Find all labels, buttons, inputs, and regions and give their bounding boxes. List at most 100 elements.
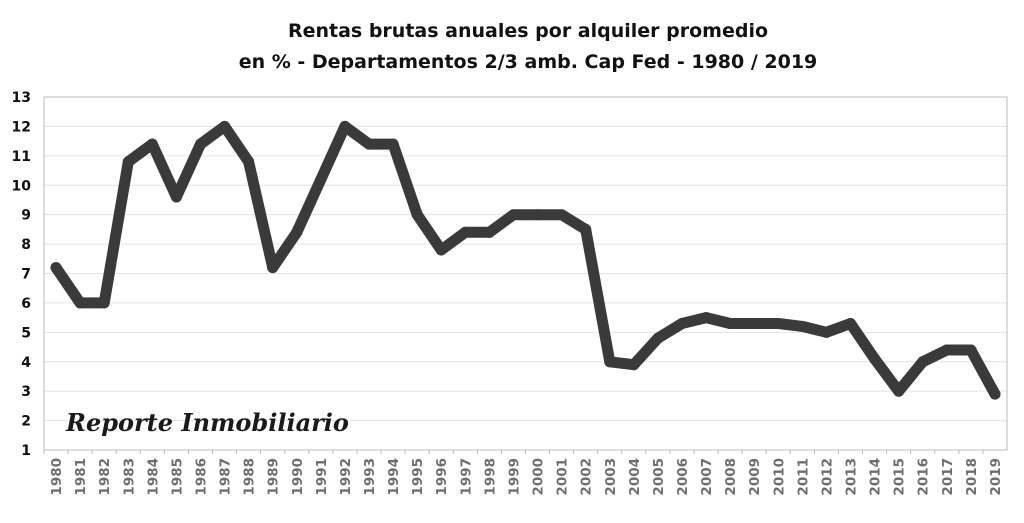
x-tick-label: 2001: [555, 458, 571, 496]
x-tick-label: 2008: [723, 458, 739, 496]
x-tick-label: 1986: [193, 458, 209, 496]
x-tick-label: 1981: [73, 458, 89, 496]
data-point: [170, 191, 182, 203]
data-point: [820, 326, 832, 338]
x-tick-label: 2016: [916, 458, 932, 496]
x-tick-label: 1987: [218, 458, 234, 496]
data-point: [483, 226, 495, 238]
x-tick-label: 2019: [988, 458, 1004, 496]
data-point: [869, 353, 881, 365]
data-point: [363, 138, 375, 150]
x-tick-label: 1982: [97, 458, 113, 496]
data-point: [459, 226, 471, 238]
x-tick-label: 2012: [819, 458, 835, 496]
data-point: [339, 120, 351, 132]
data-point: [195, 138, 206, 150]
x-axis-tick-labels: 1980 1981 1982 1983 1984 1985 1986 1987 1988 1989…: [43, 450, 1004, 496]
data-point: [50, 262, 62, 274]
data-point: [532, 209, 543, 221]
x-tick-label: 1983: [121, 458, 137, 496]
data-point: [845, 318, 856, 329]
data-point: [74, 297, 86, 309]
y-tick-label: 4: [21, 355, 31, 371]
x-tick-label: 1984: [145, 458, 161, 496]
data-point: [628, 359, 640, 371]
x-tick-label: 1998: [482, 458, 498, 496]
x-tick-label: 2011: [795, 458, 811, 496]
x-tick-label: 2002: [579, 458, 595, 496]
x-tick-label: 1989: [266, 458, 282, 496]
data-point: [965, 344, 977, 356]
data-point: [219, 120, 231, 132]
data-point: [724, 318, 736, 329]
x-tick-label: 2006: [675, 458, 691, 496]
y-tick-label: 2: [21, 414, 31, 430]
y-tick-label: 1: [21, 443, 31, 459]
data-point: [411, 209, 423, 221]
data-point: [122, 156, 134, 168]
data-point: [700, 312, 712, 324]
x-tick-label: 2004: [627, 458, 643, 496]
data-point: [580, 223, 592, 235]
x-tick-label: 1999: [506, 458, 522, 496]
x-tick-label: 1996: [434, 458, 450, 496]
x-tick-label: 2013: [844, 458, 860, 496]
series-layer: [50, 120, 1001, 400]
data-point: [315, 173, 327, 185]
x-tick-label: 2007: [699, 458, 715, 496]
y-tick-label: 12: [12, 119, 31, 135]
y-tick-label: 6: [21, 296, 31, 312]
data-point: [796, 320, 808, 332]
data-point: [291, 226, 303, 238]
x-tick-label: 1993: [362, 458, 378, 496]
data-point: [243, 156, 255, 168]
x-tick-label: 2003: [603, 458, 619, 496]
x-tick-label: 1990: [290, 458, 306, 496]
data-point: [267, 262, 279, 274]
data-point: [748, 318, 760, 329]
x-tick-label: 2005: [651, 458, 667, 496]
y-tick-label: 11: [12, 149, 31, 165]
data-point: [435, 244, 447, 256]
data-point: [989, 388, 1001, 400]
x-tick-label: 1991: [314, 458, 330, 496]
x-tick-label: 2010: [771, 458, 787, 496]
x-tick-label: 2000: [531, 458, 547, 496]
x-tick-label: 2018: [964, 458, 980, 496]
reporte-inmobiliario-logo: Reporte Inmobiliario: [65, 408, 349, 437]
y-tick-label: 5: [21, 325, 31, 341]
data-point: [387, 138, 399, 150]
x-tick-label: 1997: [458, 458, 474, 496]
data-point: [676, 318, 688, 329]
series-line: [50, 120, 1001, 400]
data-point: [893, 385, 905, 397]
chart-title-line-2: en % - Departamentos 2/3 amb. Cap Fed - …: [239, 51, 818, 73]
data-point: [146, 138, 158, 150]
data-point: [556, 209, 568, 221]
x-tick-label: 1985: [169, 458, 185, 496]
y-tick-label: 3: [21, 384, 31, 400]
y-tick-label: 9: [21, 208, 31, 224]
x-tick-label: 1988: [242, 458, 258, 496]
x-tick-label: 2015: [892, 458, 908, 496]
x-tick-label: 1992: [338, 458, 354, 496]
x-tick-label: 1995: [410, 458, 426, 496]
data-point: [941, 344, 953, 356]
data-point: [917, 356, 929, 368]
x-tick-label: 1994: [386, 458, 402, 496]
watermark-text: Reporte Inmobiliario: [65, 408, 349, 437]
x-tick-label: 2017: [940, 458, 956, 496]
x-tick-label: 2014: [868, 458, 884, 496]
data-point: [652, 332, 664, 344]
data-point: [772, 318, 784, 329]
y-tick-label: 8: [21, 237, 31, 253]
y-tick-label: 10: [12, 178, 32, 194]
x-tick-label: 2009: [747, 458, 763, 496]
data-point: [604, 356, 616, 368]
y-tick-label: 7: [21, 267, 31, 283]
chart-title-line-1: Rentas brutas anuales por alquiler prome…: [288, 20, 768, 42]
data-point: [98, 297, 110, 309]
grid-lines: [44, 96, 1007, 451]
